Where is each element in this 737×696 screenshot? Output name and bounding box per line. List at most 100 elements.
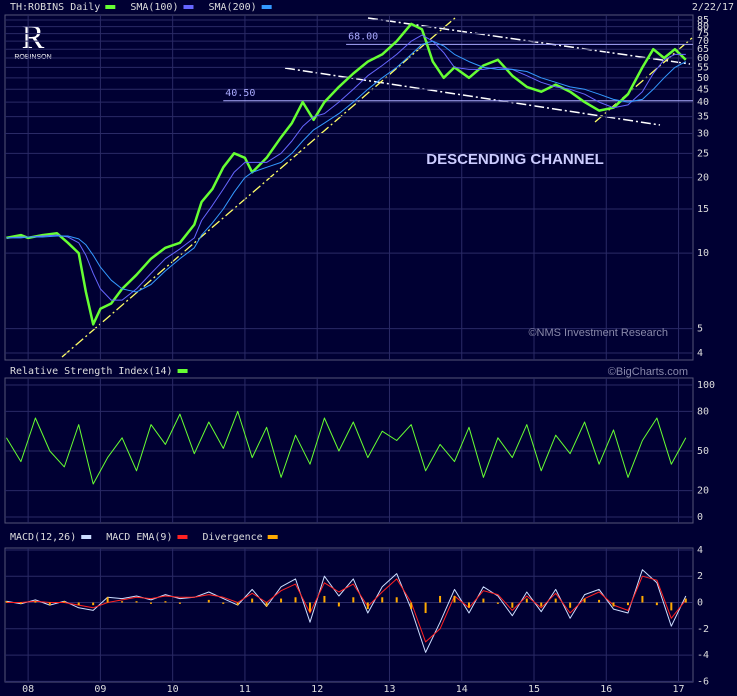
y-tick-label: 2 (697, 571, 703, 582)
y-tick-label: -6 (697, 676, 709, 687)
divergence-bar (569, 602, 572, 608)
divergence-bar (337, 602, 340, 607)
divergence-bar (352, 597, 355, 603)
y-tick-label: 30 (697, 128, 709, 139)
panel (4, 14, 694, 361)
y-tick-label: 25 (697, 148, 709, 159)
x-tick-label: 13 (383, 684, 395, 695)
divergence-bar (554, 598, 557, 603)
divergence-bar (482, 598, 485, 603)
series-line (6, 22, 687, 326)
y-tick-label: 0 (697, 598, 703, 609)
x-tick-label: 08 (22, 684, 34, 695)
y-tick-label: 80 (697, 22, 709, 33)
legend-swatch (81, 535, 92, 539)
x-tick-label: 11 (239, 684, 251, 695)
divergence-bar (222, 602, 225, 604)
legend-swatch (183, 5, 194, 9)
y-tick-label: 35 (697, 112, 709, 123)
y-tick-label: 10 (697, 248, 709, 259)
y-tick-label: 70 (697, 36, 709, 47)
divergence-bar (626, 602, 629, 606)
channel-label: DESCENDING CHANNEL (426, 151, 604, 168)
y-tick-label: 0 (697, 512, 703, 523)
divergence-bar (381, 597, 384, 603)
legend-label: MACD(12,26) (10, 532, 76, 543)
x-tick-label: 14 (456, 684, 468, 695)
y-tick-label: 45 (697, 84, 709, 95)
divergence-bar (280, 598, 283, 603)
divergence-bar (670, 602, 673, 611)
divergence-bar (63, 601, 66, 603)
y-tick-label: 75 (697, 29, 709, 40)
credit: ©BigCharts.com (608, 366, 688, 378)
legend-swatch (177, 369, 188, 373)
y-tick-label: 60 (697, 53, 709, 64)
divergence-bar (410, 602, 413, 610)
divergence-bar (308, 602, 311, 612)
legend-swatch (261, 5, 272, 9)
x-tick-label: 12 (311, 684, 323, 695)
x-tick-label: 09 (94, 684, 106, 695)
logo-name: ROBINSON (14, 54, 51, 61)
series-line (5, 410, 687, 485)
y-tick-label: 5 (697, 324, 703, 335)
level-label: 68.00 (348, 31, 378, 42)
y-tick-label: 50 (697, 73, 709, 84)
divergence-bar (34, 601, 37, 603)
divergence-bar (294, 597, 297, 603)
legend-swatch (105, 5, 116, 9)
legend-label: Divergence (202, 532, 262, 543)
divergence-bar (236, 602, 239, 606)
divergence-bar (684, 598, 687, 603)
divergence-bar (48, 602, 51, 606)
y-tick-label: 40 (697, 97, 709, 108)
divergence-bar (265, 602, 268, 607)
divergence-bar (77, 602, 80, 606)
divergence-bar (496, 602, 499, 604)
divergence-bar (135, 601, 138, 603)
y-tick-label: 85 (697, 15, 709, 26)
legend-label: SMA(100) (130, 2, 178, 13)
divergence-bar (164, 601, 167, 603)
divergence-bar (540, 602, 543, 607)
legend-label: MACD EMA(9) (106, 532, 172, 543)
divergence-bar (366, 602, 369, 610)
legend-swatch (177, 535, 188, 539)
divergence-bar (439, 595, 442, 603)
y-tick-label: 100 (697, 380, 715, 391)
divergence-bar (178, 602, 181, 604)
divergence-bar (121, 601, 124, 603)
divergence-bar (323, 595, 326, 603)
y-tick-label: 50 (697, 446, 709, 457)
y-tick-label: 20 (697, 173, 709, 184)
x-tick-label: 15 (528, 684, 540, 695)
series-line (6, 34, 686, 301)
divergence-bar (453, 595, 456, 603)
x-tick-label: 17 (673, 684, 685, 695)
level-label: 40.50 (225, 88, 255, 99)
y-tick-label: 80 (697, 406, 709, 417)
divergence-bar (149, 602, 152, 604)
divergence-bar (106, 597, 109, 603)
divergence-bar (251, 598, 254, 603)
divergence-bar (19, 602, 22, 604)
divergence-bar (207, 599, 210, 603)
logo-letter: R (22, 19, 45, 56)
y-tick-label: 65 (697, 44, 709, 55)
legend-label: Relative Strength Index(14) (10, 366, 173, 377)
divergence-bar (598, 599, 601, 603)
x-tick-label: 16 (600, 684, 612, 695)
panel (4, 547, 694, 683)
divergence-bar (511, 602, 514, 608)
divergence-bar (395, 597, 398, 603)
series-line (6, 575, 687, 643)
divergence-bar (5, 601, 8, 603)
legend-label: TH:ROBINS Daily (10, 2, 100, 13)
series-line (6, 569, 687, 653)
credit: ©NMS Investment Research (528, 327, 668, 339)
divergence-bar (467, 602, 470, 608)
y-tick-label: 15 (697, 204, 709, 215)
